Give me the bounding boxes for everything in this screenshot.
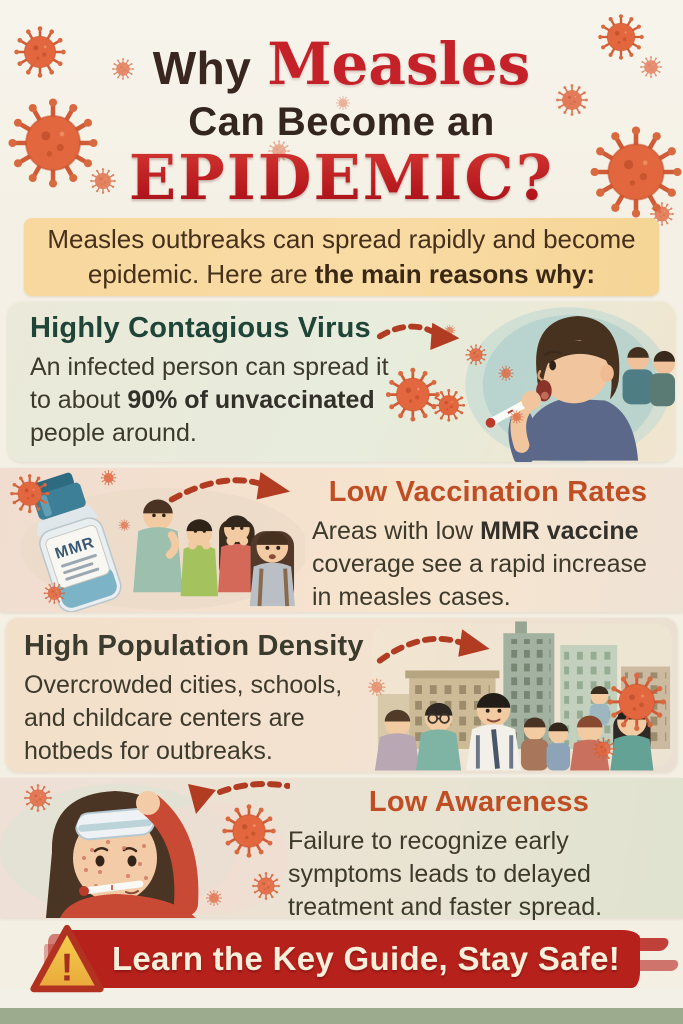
bottom-light-strip xyxy=(0,988,683,1008)
intro-text-bold: the main reasons why: xyxy=(314,259,596,289)
bottom-green-strip xyxy=(0,1008,683,1024)
footer-banner: Learn the Key Guide, Stay Safe! xyxy=(58,930,640,988)
illustration-mmr-bottle-children: MMR xyxy=(9,469,305,612)
illustration-sick-girl xyxy=(0,781,290,918)
poster-title: Why Measles Can Become an EPIDEMIC? xyxy=(0,0,683,218)
section-1-body: An infected person can spread it to abou… xyxy=(30,353,389,447)
warning-exclamation: ! xyxy=(61,947,74,990)
section-low-vaccination-rates: Low Vaccination Rates Areas with low MMR… xyxy=(0,468,683,612)
arrowhead xyxy=(188,784,216,814)
arrowhead xyxy=(256,471,291,500)
section-3-heading: High Population Density xyxy=(24,630,364,662)
title-why: Why xyxy=(152,42,252,94)
warning-triangle-icon: ! xyxy=(30,924,104,993)
title-epidemic: EPIDEMIC? xyxy=(0,141,683,214)
section-low-awareness: Low Awareness Failure to recognize early… xyxy=(0,778,683,921)
dashed-arrow xyxy=(168,477,264,503)
illustration-coughing-boy xyxy=(376,307,675,462)
title-line-1: Why Measles xyxy=(0,0,683,98)
section-4-heading: Low Awareness xyxy=(368,786,590,818)
section-2-body: Areas with low MMR vaccine coverage see … xyxy=(312,517,647,611)
section-4-text: Low Awareness Failure to recognize early… xyxy=(288,786,670,924)
section-1-heading: Highly Contagious Virus xyxy=(30,312,371,344)
section-3-text: High Population Density Overcrowded citi… xyxy=(24,630,369,768)
title-measles: Measles xyxy=(267,30,531,98)
dashed-arrow xyxy=(376,323,438,340)
arrowhead xyxy=(430,322,460,350)
section-1-text: Highly Contagious Virus An infected pers… xyxy=(30,312,390,450)
intro-text-normal: Measles outbreaks can spread rapidly and… xyxy=(47,224,636,289)
footer-banner-text: Learn the Key Guide, Stay Safe! xyxy=(111,940,621,977)
section-high-population-density: High Population Density Overcrowded citi… xyxy=(6,618,677,772)
title-line-2: Can Become an xyxy=(188,100,495,144)
dashed-arrow xyxy=(376,635,466,664)
section-2-text: Low Vaccination Rates Areas with low MMR… xyxy=(312,476,664,614)
intro-text: Measles outbreaks can spread rapidly and… xyxy=(42,222,642,291)
illustration-crowded-city xyxy=(368,621,673,771)
arrowhead xyxy=(458,629,490,657)
section-highly-contagious-virus: Highly Contagious Virus An infected pers… xyxy=(8,302,675,462)
section-3-body: Overcrowded cities, schools, and childca… xyxy=(24,671,343,765)
dashed-arrow xyxy=(217,781,290,795)
section-4-body: Failure to recognize early symptoms lead… xyxy=(288,827,603,921)
intro-banner: Measles outbreaks can spread rapidly and… xyxy=(24,218,659,296)
section-2-heading: Low Vaccination Rates xyxy=(328,476,648,508)
